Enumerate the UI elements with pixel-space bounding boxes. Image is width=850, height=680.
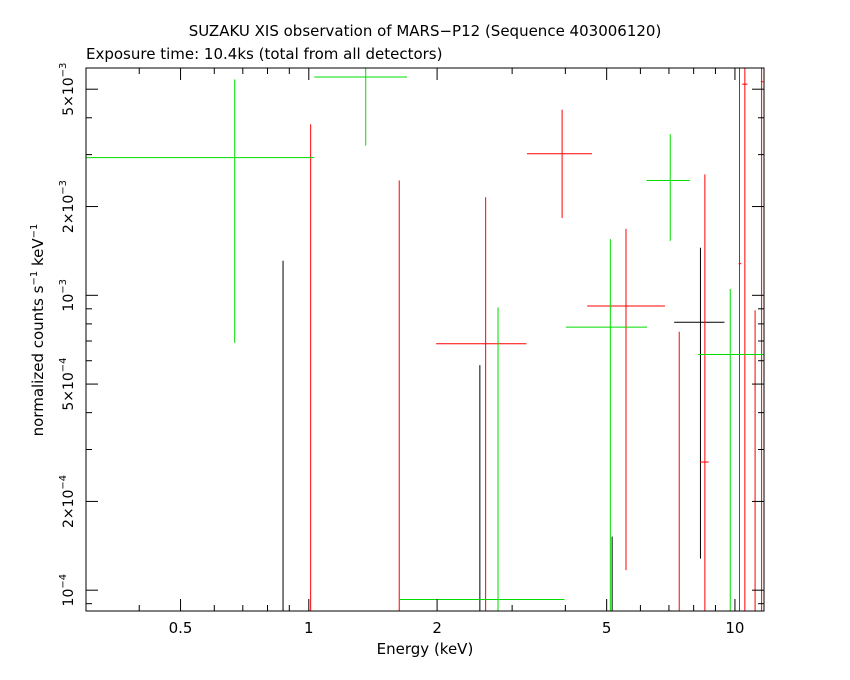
y-axis-label-unit: keV [29,238,47,271]
x-axis-label: Energy (keV) [376,640,474,658]
data-point [646,134,691,241]
y-tick-label: 5×10−3 [58,63,77,116]
axis-layer: 0.5 1 2 5 10 10−4 2×10−4 5×10−4 10−3 2×10−3 5×10−3 [58,63,764,637]
y-axis-label-exp1: −1 [29,270,40,286]
data-point [760,68,764,611]
x-tick-label: 10 [725,619,744,637]
y-axis-label-main: normalized counts s [29,285,47,437]
series-1 [310,68,764,611]
x-tick-label: 5 [602,619,612,637]
data-point [742,68,748,611]
data-point [587,228,665,571]
chart-title: SUZAKU XIS observation of MARS−P12 (Sequ… [188,22,662,40]
y-tick-label: 5×10−4 [58,357,77,410]
x-tick-label: 2 [432,619,442,637]
chart-subtitle: Exposure time: 10.4ks (total from all de… [86,45,443,63]
series-0 [282,247,725,611]
data-point [674,247,725,559]
y-tick-label: 10−4 [58,574,77,607]
data-point [698,289,764,611]
y-tick-label: 2×10−3 [58,180,77,233]
x-tick-label: 0.5 [169,619,193,637]
y-tick-label: 10−3 [58,279,77,312]
data-point [738,68,742,611]
y-axis-label-exp2: −1 [29,223,40,239]
plot-frame [85,67,765,612]
data-point [700,174,709,611]
data-point [436,197,527,611]
data-point [399,307,565,611]
data-point [86,79,315,343]
x-tick-label: 1 [304,619,314,637]
data-point [314,68,408,146]
y-tick-label: 2×10−4 [58,475,77,528]
series-2 [86,68,764,611]
y-axis-label: normalized counts s−1 keV−1 [29,224,47,437]
data-point [526,109,593,218]
data-layer [86,68,764,611]
data-point [565,239,648,611]
